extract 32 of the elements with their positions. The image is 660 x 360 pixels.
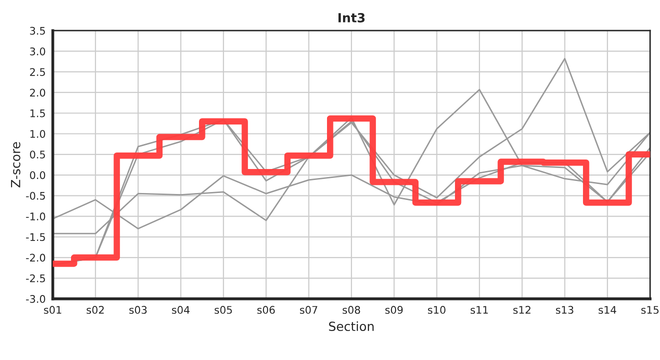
y-tick-label: 2.0	[30, 88, 46, 97]
x-tick-label: s14	[598, 306, 616, 314]
y-tick-label: -3.0	[26, 295, 46, 303]
x-tick-label: s10	[428, 306, 446, 314]
x-tick-label: s12	[513, 306, 530, 314]
x-tick-label: s02	[86, 306, 104, 314]
x-axis-title: Section	[329, 321, 374, 332]
y-tick-label: 2.5	[30, 68, 45, 76]
y-tick-label: 1.5	[30, 109, 45, 118]
y-tick-label: -1.0	[26, 212, 46, 220]
y-tick-label: -0.5	[26, 192, 45, 200]
y-axis-title: Z-score	[11, 142, 20, 188]
chart-title: Int3	[338, 12, 365, 22]
x-tick-label: s09	[385, 306, 403, 314]
x-tick-label: s04	[172, 306, 190, 314]
x-tick-label: s07	[300, 306, 318, 314]
x-tick-label: s08	[342, 306, 360, 314]
y-tick-label: 3.5	[30, 26, 45, 35]
x-tick-label: s13	[556, 306, 574, 314]
y-tick-label: -2.0	[26, 254, 46, 262]
y-tick-label: -1.5	[26, 233, 45, 242]
y-tick-label: -2.5	[26, 274, 45, 282]
x-tick-label: s05	[214, 306, 232, 314]
x-tick-label: s15	[641, 306, 659, 314]
x-tick-label: s06	[257, 306, 275, 314]
y-tick-label: 3.0	[30, 47, 46, 56]
x-tick-label: s11	[470, 306, 488, 314]
y-tick-label: 0.0	[30, 171, 46, 180]
y-tick-label: 0.5	[30, 150, 45, 158]
x-tick-label: s01	[44, 306, 62, 314]
x-tick-label: s03	[129, 306, 147, 314]
y-tick-label: 1.0	[30, 130, 46, 138]
